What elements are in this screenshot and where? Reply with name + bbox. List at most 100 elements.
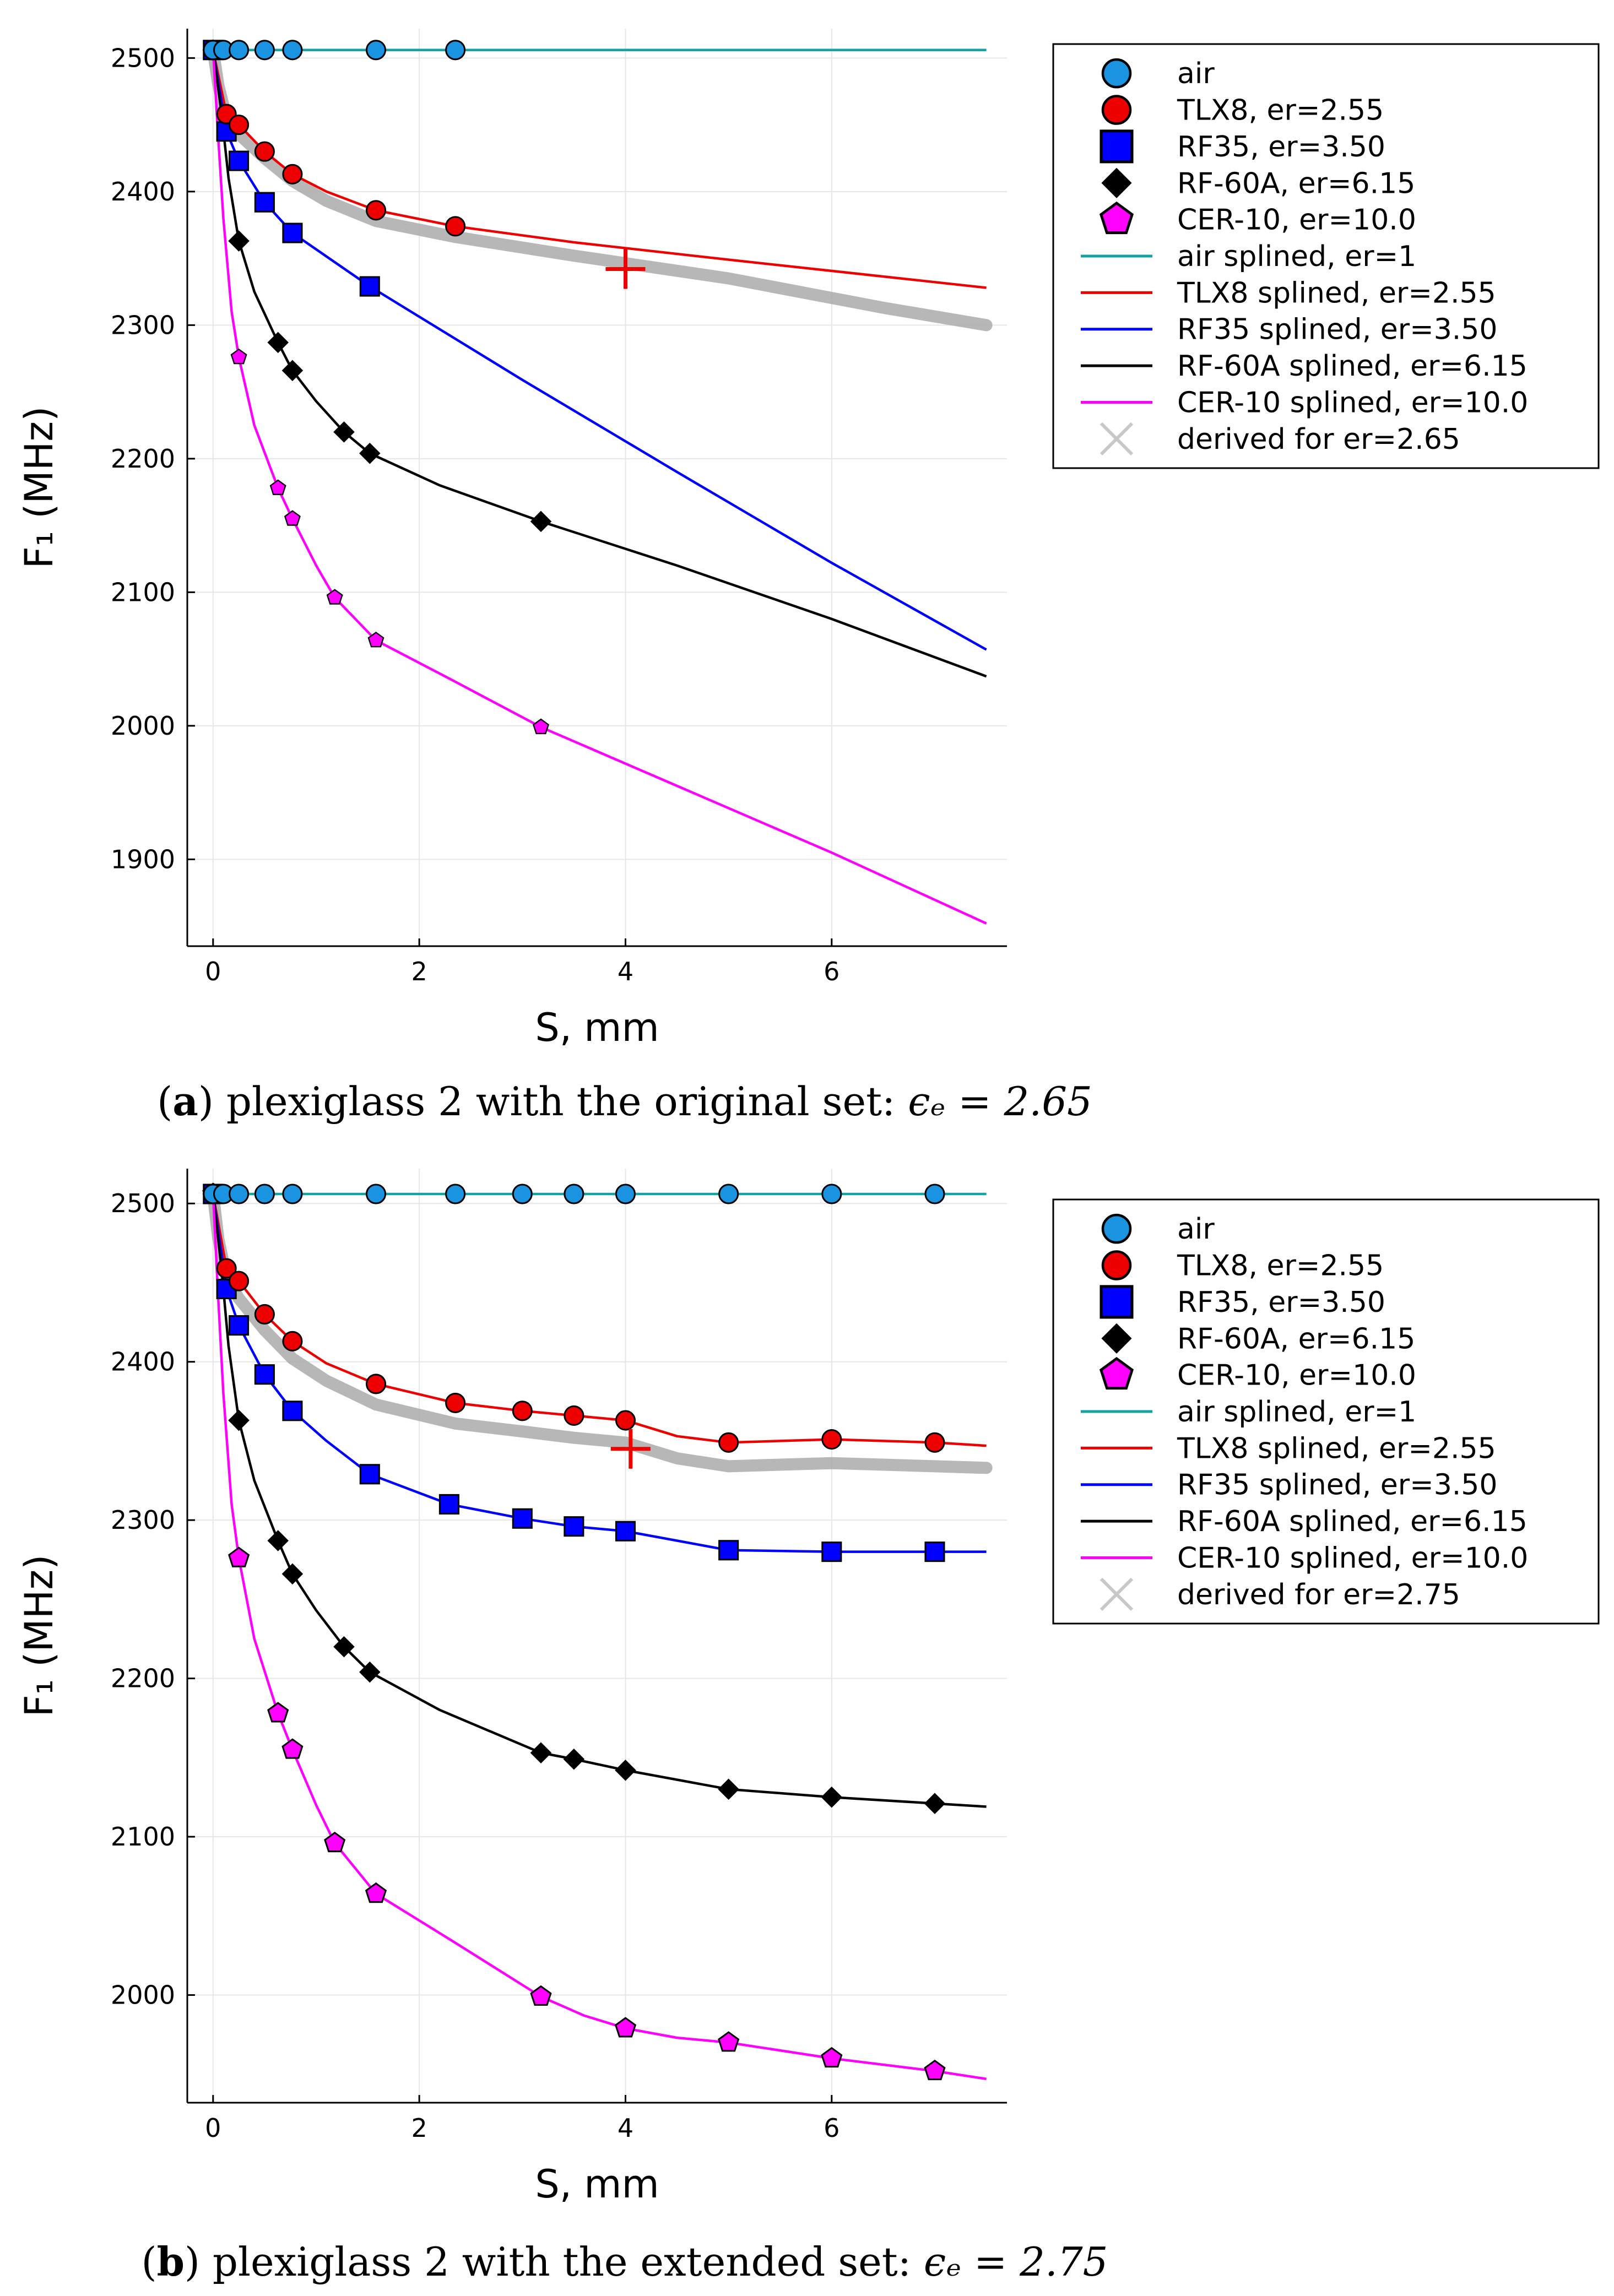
data-point-cer-10-er-10-0	[269, 479, 286, 495]
derived-curve	[207, 1188, 993, 1474]
legend-cer-10-er-10-0-icon	[1099, 201, 1134, 235]
data-point-cer-10-er-10-0	[228, 1546, 250, 1567]
legend-rf-60a-er-6-15-label: RF-60A, er=6.15	[1177, 1322, 1415, 1355]
legend-rf35-er-3-50-label: RF35, er=3.50	[1177, 1286, 1385, 1319]
y-tick-label: 2400	[111, 177, 175, 207]
legend-air-label: air	[1177, 57, 1215, 90]
data-point-cer-10-er-10-0	[326, 589, 343, 605]
data-point-air	[365, 1184, 387, 1204]
data-point-cer-10-er-10-0	[533, 718, 549, 735]
y-tick-label: 2500	[111, 43, 175, 73]
data-point-tlx8-er-2-55	[365, 1374, 387, 1394]
data-point-rf-60a-er-6-15	[615, 1760, 636, 1781]
data-point-cer-10-er-10-0	[367, 631, 384, 648]
legend-rf-60a-er-6-15-label: RF-60A, er=6.15	[1177, 167, 1415, 200]
data-point-air	[229, 1184, 250, 1204]
legend-tlx8-splined-er-2-55-label: TLX8 splined, er=2.55	[1177, 276, 1496, 310]
data-point-tlx8-er-2-55	[282, 164, 303, 184]
data-point-tlx8-er-2-55	[615, 1410, 636, 1431]
legend-rf35-splined-er-3-50-label: RF35 splined, er=3.50	[1177, 313, 1497, 346]
data-point-rf35-er-3-50	[282, 222, 303, 243]
legend-cer-10-splined-er-10-0-label: CER-10 splined, er=10.0	[1177, 1541, 1528, 1575]
data-point-rf35-er-3-50	[229, 150, 250, 171]
legend-rf-60a-splined-er-6-15-label: RF-60A splined, er=6.15	[1177, 1505, 1528, 1538]
y-tick-label: 2000	[111, 1980, 175, 2010]
y-axis-label: F₁ (MHz)	[17, 406, 62, 569]
data-point-tlx8-er-2-55	[445, 216, 466, 237]
y-tick-label: 2100	[111, 1822, 175, 1852]
y-tick-label: 2300	[111, 310, 175, 340]
legend-tlx8-er-2-55-label: TLX8, er=2.55	[1177, 94, 1384, 127]
series-line-rf-60a-splined-er-6-15	[212, 50, 987, 678]
chart-panel-b: 0 2 4 6 2000 2100 2200 2300 2400 2500 S, mm F₁ (MHz…	[17, 1169, 1600, 2285]
x-tick-label: 6	[824, 2113, 840, 2143]
x-tick-label: 0	[205, 957, 221, 986]
legend-cer-10-er-10-0-label: CER-10, er=10.0	[1177, 1359, 1416, 1392]
caption-letter: b	[157, 2238, 185, 2285]
data-point-tlx8-er-2-55	[254, 141, 275, 162]
legend-derived-for-er-2-65-icon	[1100, 422, 1134, 455]
x-axis-label: S, mm	[535, 1005, 659, 1050]
data-point-air	[282, 1184, 303, 1204]
legend-rf35-er-3-50-icon	[1100, 1285, 1134, 1319]
legend-derived-for-er-2-75-label: derived for er=2.75	[1177, 1578, 1460, 1611]
series-line-tlx8-splined-er-2-55	[212, 1193, 987, 1447]
x-tick-label: 6	[824, 957, 840, 986]
x-tick-label: 2	[411, 957, 427, 986]
data-point-rf35-er-3-50	[615, 1521, 636, 1541]
figure-caption: (b) plexiglass 2 with the extended set: …	[141, 2238, 1108, 2285]
legend-rf-60a-er-6-15-icon	[1101, 167, 1132, 198]
data-point-rf35-er-3-50	[438, 1494, 459, 1515]
legend-rf35-splined-er-3-50-label: RF35 splined, er=3.50	[1177, 1469, 1497, 1502]
x-axis-label: S, mm	[535, 2162, 659, 2207]
data-point-tlx8-er-2-55	[365, 200, 387, 221]
data-point-air	[615, 1184, 636, 1204]
data-point-rf35-er-3-50	[254, 1364, 275, 1385]
data-point-air	[924, 1184, 945, 1204]
data-point-tlx8-er-2-55	[216, 1258, 237, 1279]
legend-cer-10-er-10-0-icon	[1099, 1356, 1134, 1390]
data-point-rf35-er-3-50	[564, 1516, 584, 1537]
data-point-rf-60a-er-6-15	[530, 511, 552, 533]
legend-rf35-er-3-50-icon	[1100, 129, 1134, 164]
data-point-air	[445, 1184, 466, 1204]
legend-tlx8-er-2-55-icon	[1101, 95, 1132, 125]
legend-rf35-er-3-50-label: RF35, er=3.50	[1177, 131, 1385, 164]
x-tick-label: 4	[618, 957, 633, 986]
y-tick-label: 1900	[111, 844, 175, 874]
series-line-rf35-splined-er-3-50	[212, 1193, 987, 1553]
data-point-tlx8-er-2-55	[229, 1271, 250, 1291]
x-tick-label: 4	[618, 2113, 633, 2143]
data-point-rf-60a-er-6-15	[228, 1409, 250, 1431]
series-line-cer-10-splined-er-10-0	[212, 50, 987, 925]
data-point-tlx8-er-2-55	[924, 1432, 945, 1453]
data-point-air	[365, 40, 387, 61]
y-axis-label: F₁ (MHz)	[17, 1555, 62, 1717]
data-point-rf35-er-3-50	[229, 1315, 250, 1336]
series-line-tlx8-splined-er-2-55	[212, 50, 987, 289]
data-point-rf-60a-er-6-15	[924, 1793, 946, 1814]
y-tick-label: 2300	[111, 1505, 175, 1535]
y-tick-label: 2500	[111, 1188, 175, 1218]
data-point-rf35-er-3-50	[821, 1541, 842, 1562]
data-point-cer-10-er-10-0	[324, 1832, 346, 1853]
data-point-rf35-er-3-50	[359, 1464, 380, 1485]
data-point-cer-10-er-10-0	[530, 1985, 552, 2006]
data-point-rf-60a-er-6-15	[228, 230, 250, 252]
data-point-rf-60a-er-6-15	[530, 1742, 552, 1764]
series-line-rf-60a-splined-er-6-15	[212, 1193, 987, 1808]
data-point-tlx8-er-2-55	[718, 1432, 739, 1453]
data-point-rf-60a-er-6-15	[359, 1661, 381, 1683]
data-point-air	[254, 40, 275, 61]
data-point-air	[512, 1184, 533, 1204]
data-point-air	[564, 1184, 584, 1204]
y-tick-label: 2100	[111, 577, 175, 607]
legend-air-icon	[1101, 58, 1132, 89]
y-tick-label: 2000	[111, 711, 175, 741]
data-point-rf-60a-er-6-15	[563, 1748, 585, 1770]
data-point-tlx8-er-2-55	[445, 1392, 466, 1413]
data-point-tlx8-er-2-55	[564, 1405, 584, 1426]
